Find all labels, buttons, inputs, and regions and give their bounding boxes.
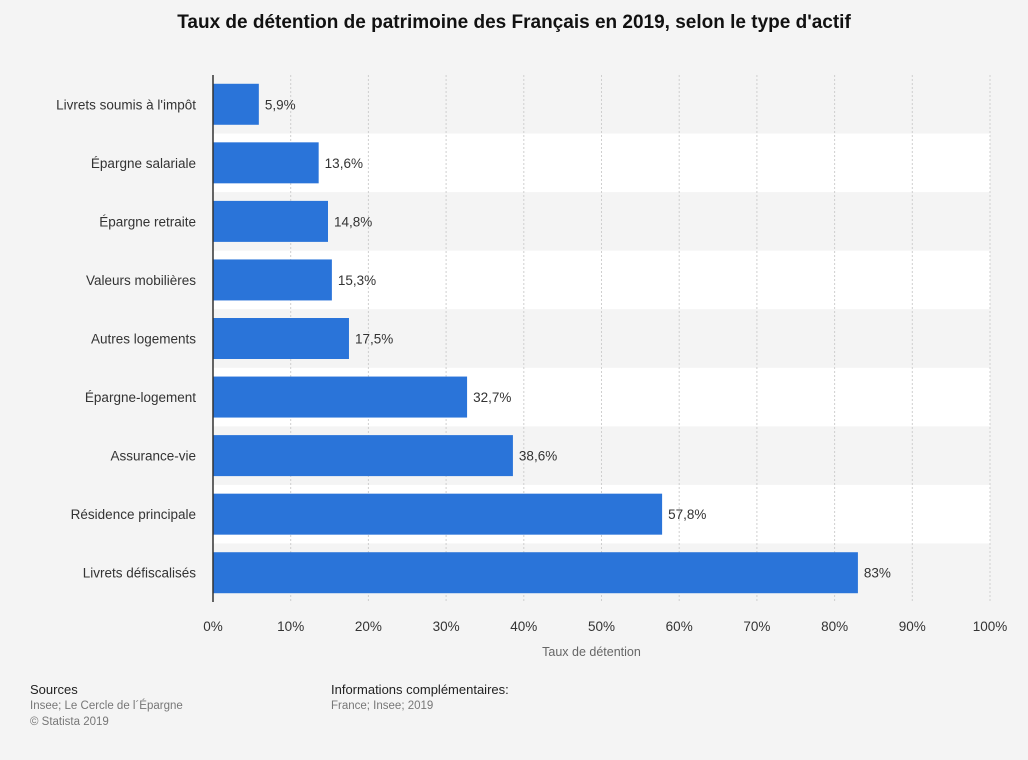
bar: [213, 318, 349, 359]
data-label: 5,9%: [265, 97, 296, 112]
bar-chart: 5,9% Livrets soumis à l'impôt 13,6% Épargne…: [56, 75, 1008, 659]
bar: [213, 259, 332, 301]
x-tick-label: 80%: [821, 619, 848, 634]
data-label: 83%: [864, 566, 891, 581]
bar: [213, 552, 858, 594]
category-label: Épargne salariale: [91, 156, 196, 171]
sources-block: Sources Insee; Le Cercle de l´Épargne © …: [30, 682, 183, 730]
info-title: Informations complémentaires:: [331, 682, 509, 697]
bar: [213, 435, 513, 477]
category-label: Épargne-logement: [85, 390, 196, 405]
category-label: Livrets soumis à l'impôt: [56, 97, 196, 112]
x-tick-label: 30%: [433, 619, 460, 634]
x-tick-label: 100%: [973, 619, 1008, 634]
x-tick-label: 70%: [743, 619, 770, 634]
category-label: Résidence principale: [71, 507, 196, 522]
bar: [213, 200, 328, 242]
data-label: 14,8%: [334, 214, 372, 229]
bar: [213, 493, 663, 535]
category-label: Assurance-vie: [110, 449, 196, 464]
category-label: Valeurs mobilières: [86, 273, 196, 288]
category-label: Épargne retraite: [99, 214, 196, 229]
bar: [213, 142, 319, 184]
x-tick-label: 60%: [666, 619, 693, 634]
copyright: © Statista 2019: [30, 716, 109, 728]
x-tick-label: 50%: [588, 619, 615, 634]
data-label: 17,5%: [355, 332, 393, 347]
info-text: France; Insee; 2019: [331, 700, 434, 712]
data-label: 38,6%: [519, 449, 557, 464]
bar: [213, 376, 468, 418]
chart-title: Taux de détention de patrimoine des Fran…: [177, 12, 851, 33]
bar: [213, 83, 259, 125]
x-tick-label: 90%: [899, 619, 926, 634]
category-label: Livrets défiscalisés: [83, 566, 197, 581]
x-tick-label: 10%: [277, 619, 304, 634]
data-label: 57,8%: [668, 507, 706, 522]
info-block: Informations complémentaires: France; In…: [331, 682, 509, 714]
sources-text: Insee; Le Cercle de l´Épargne: [30, 700, 183, 712]
data-label: 32,7%: [473, 390, 511, 405]
category-label: Autres logements: [91, 332, 196, 347]
data-label: 15,3%: [338, 273, 376, 288]
x-axis-title: Taux de détention: [542, 645, 641, 659]
sources-title: Sources: [30, 682, 78, 697]
data-label: 13,6%: [325, 156, 363, 171]
x-tick-label: 0%: [203, 619, 223, 634]
x-tick-label: 40%: [510, 619, 537, 634]
x-tick-label: 20%: [355, 619, 382, 634]
